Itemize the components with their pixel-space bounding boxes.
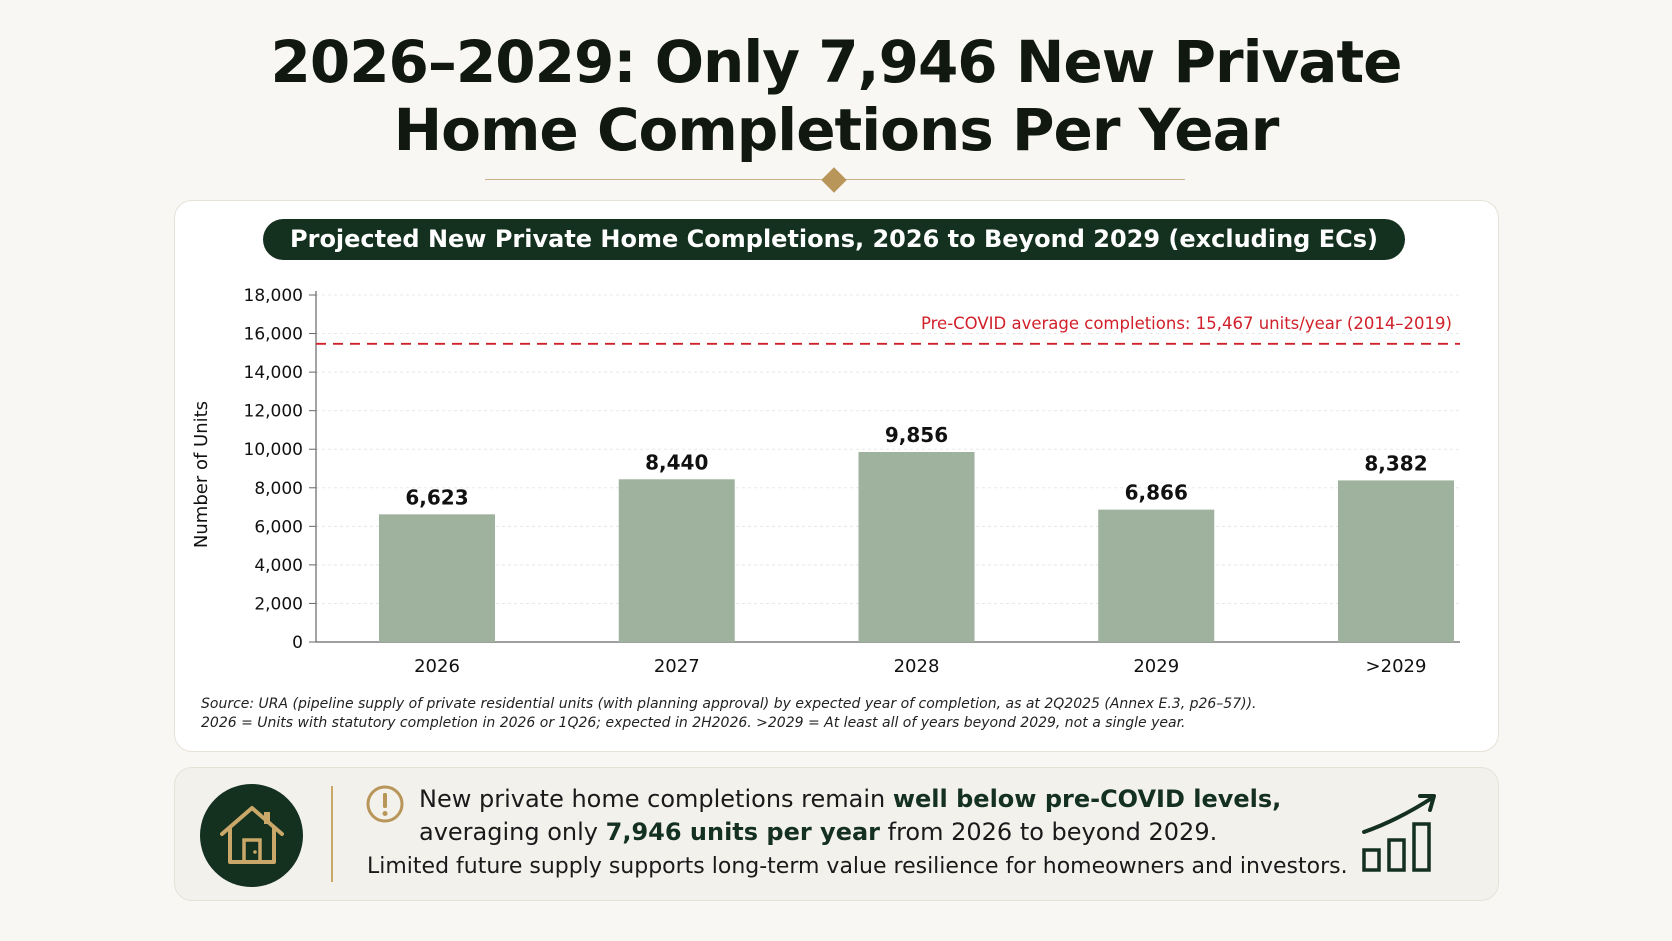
- y-tick-label: 6,000: [254, 517, 303, 537]
- callout-card: New private home completions remain well…: [174, 767, 1499, 901]
- page-title-line2: Home Completions Per Year: [393, 96, 1280, 164]
- y-tick-label: 8,000: [254, 479, 303, 499]
- bar: [379, 514, 495, 642]
- callout-line2-emphasis: 7,946 units per year: [605, 818, 881, 846]
- house-badge: [200, 784, 303, 887]
- bar: [1098, 509, 1215, 642]
- reference-line-label: Pre-COVID average completions: 15,467 un…: [921, 314, 1452, 333]
- callout-line2-text: averaging only: [419, 818, 606, 846]
- x-tick-label: 2027: [654, 656, 700, 677]
- callout-line2-tail: from 2026 to beyond 2029.: [880, 818, 1218, 846]
- y-tick-label: 10,000: [244, 440, 303, 460]
- bar-value-label: 8,382: [1364, 451, 1427, 475]
- y-tick-label: 2,000: [254, 594, 303, 614]
- x-tick-label: 2026: [414, 656, 460, 677]
- bar: [618, 479, 735, 642]
- bar-value-label: 8,440: [645, 450, 708, 474]
- y-tick-label: 14,000: [244, 363, 303, 383]
- bar: [1338, 480, 1454, 642]
- bar-value-label: 6,866: [1125, 481, 1188, 505]
- y-tick-label: 4,000: [254, 556, 303, 576]
- bar: [858, 451, 975, 642]
- house-icon: [220, 806, 284, 864]
- bar-value-label: 6,623: [405, 485, 468, 509]
- y-tick-label: 0: [292, 633, 303, 653]
- growth-chart-icon: [1362, 794, 1436, 872]
- y-axis-label: Number of Units: [191, 401, 212, 548]
- chart-title: Projected New Private Home Completions, …: [263, 219, 1405, 260]
- diamond-ornament-icon: [821, 167, 847, 193]
- source-note: Source: URA (pipeline supply of private …: [201, 696, 1257, 712]
- title-divider: [485, 167, 1185, 193]
- alert-icon: [366, 785, 404, 823]
- x-tick-label: 2029: [1133, 656, 1179, 677]
- bar-value-label: 9,856: [885, 423, 948, 447]
- callout-line-1: New private home completions remain well…: [419, 783, 1281, 815]
- source-notes: Source: URA (pipeline supply of private …: [201, 695, 1471, 733]
- callout-line1-text: New private home completions remain: [419, 785, 893, 813]
- callout-line1-emphasis: well below pre-COVID levels,: [892, 785, 1282, 813]
- definition-note: 2026 = Units with statutory completion i…: [201, 715, 1186, 731]
- y-tick-label: 12,000: [244, 402, 303, 422]
- callout-divider: [331, 786, 333, 882]
- callout-line-2: averaging only 7,946 units per year from…: [419, 816, 1217, 848]
- page-title-line1: 2026–2029: Only 7,946 New Private: [270, 28, 1402, 96]
- bar-chart: 0 2,000 4,000 6,000 8,000 10,000 12,000 14,000 1…: [191, 286, 1460, 677]
- chart-card: Projected New Private Home Completions, …: [174, 200, 1499, 752]
- page-title: 2026–2029: Only 7,946 New Private Home C…: [0, 28, 1672, 164]
- x-tick-label: 2028: [894, 656, 940, 677]
- y-tick-label: 18,000: [244, 286, 303, 306]
- callout-subtext: Limited future supply supports long-term…: [367, 854, 1348, 879]
- y-tick-label: 16,000: [244, 325, 303, 345]
- x-tick-label: >2029: [1366, 656, 1427, 677]
